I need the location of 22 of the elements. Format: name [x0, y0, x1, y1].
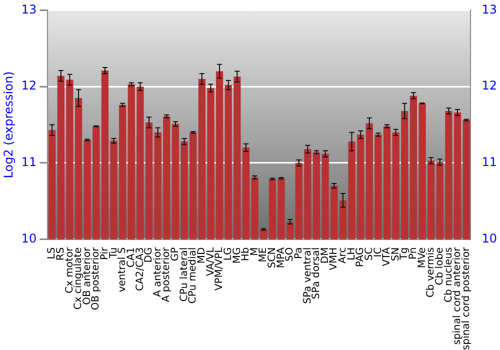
x-tick-label: OB posterior [90, 246, 102, 310]
x-tick-label: SC [364, 247, 375, 261]
x-tick-label: GP [170, 247, 182, 262]
y2-tick-label: 13 [482, 2, 498, 16]
x-tick-label: Cb lobe [434, 247, 446, 286]
x-tick-label: Pa [293, 247, 304, 260]
y2-tick-label: 10 [482, 231, 498, 246]
y-tick-label: 13 [21, 2, 37, 16]
y-tick-label: 12 [21, 78, 37, 93]
y-tick-label: 10 [21, 231, 37, 246]
x-tick-label: spinal cord posterior [460, 246, 472, 350]
x-tick-label: MVe [416, 247, 428, 268]
y2-tick-label: 12 [482, 78, 498, 93]
x-tick-label: Tg [399, 247, 410, 261]
x-tick-label: LG [222, 247, 234, 261]
y-axis-title: Log2 (expression) [1, 71, 16, 178]
y2-tick-label: 11 [482, 155, 498, 170]
y-tick-label: 11 [21, 155, 37, 170]
x-tick-label: CA1 [126, 247, 137, 268]
x-tick-label: RS [55, 247, 66, 261]
x-tick-label: DG [144, 247, 155, 263]
x-tick-label: A posterior [161, 246, 172, 302]
